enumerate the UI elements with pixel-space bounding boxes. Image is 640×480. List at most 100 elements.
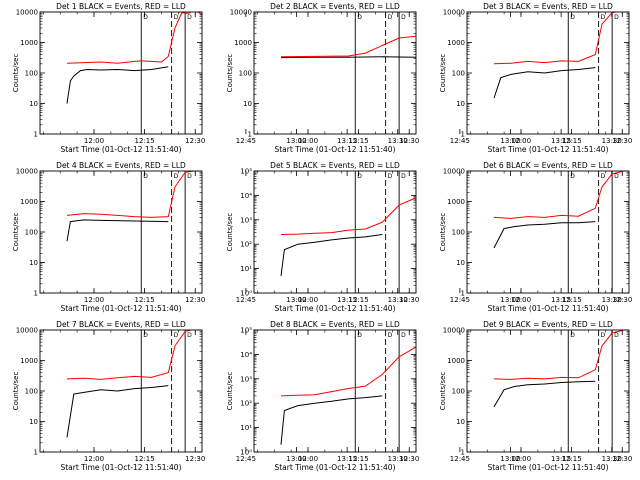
y-tick-label: 1000 bbox=[447, 198, 465, 206]
x-tick-label: 13:15 bbox=[337, 137, 357, 145]
series-events bbox=[493, 221, 596, 249]
panel-title: Det 1 BLACK = Events, RED = LLD bbox=[56, 2, 186, 11]
x-tick-label: 12:45 bbox=[450, 296, 470, 304]
panel-det-9: Det 9 BLACK = Events, RED = LLD 1 10 100 100… bbox=[439, 320, 632, 472]
x-tick-label: 12:15 bbox=[135, 296, 155, 304]
y-tick-label: 1000 bbox=[234, 39, 252, 47]
y-axis-label: Counts/sec bbox=[12, 54, 20, 93]
plot-frame bbox=[466, 11, 630, 135]
y-tick-label: 10000 bbox=[230, 9, 252, 17]
x-tick-label: 13:30 bbox=[388, 296, 408, 304]
y-tick-label: 10000 bbox=[443, 168, 465, 176]
x-tick-label: 12:15 bbox=[135, 137, 155, 145]
plot-frame bbox=[466, 329, 630, 453]
series-events bbox=[493, 380, 596, 408]
x-tick-label: 12:15 bbox=[349, 137, 369, 145]
marker-flag-label: D bbox=[357, 332, 362, 339]
panel-title: Det 4 BLACK = Events, RED = LLD bbox=[56, 161, 186, 170]
y-tick-label: 10 bbox=[456, 259, 465, 267]
x-tick-label: 13:30 bbox=[602, 137, 622, 145]
y-tick-label: 10000 bbox=[16, 327, 38, 335]
marker-flag-label: D bbox=[570, 14, 575, 21]
y-axis-label: Counts/sec bbox=[12, 372, 20, 411]
y-tick-label: 100 bbox=[239, 70, 252, 78]
marker-flag-label: D bbox=[143, 332, 148, 339]
y-tick-label: 1 bbox=[248, 131, 252, 139]
y-tick-label: 1000 bbox=[20, 198, 38, 206]
marker-flag-label: D bbox=[570, 173, 575, 180]
y-tick-label: 10⁴ bbox=[240, 192, 252, 200]
x-tick-label: 12:45 bbox=[236, 455, 256, 463]
x-axis-label: Start Time (01-Oct-12 11:51:40) bbox=[487, 304, 608, 313]
panel-title: Det 8 BLACK = Events, RED = LLD bbox=[270, 320, 400, 329]
x-axis-label: Start Time (01-Oct-12 11:51:40) bbox=[487, 145, 608, 154]
y-tick-label: 10 bbox=[29, 418, 38, 426]
series-lld bbox=[66, 171, 198, 218]
x-tick-label: 12:30 bbox=[399, 455, 419, 463]
marker-flag-label: D bbox=[401, 14, 406, 21]
y-tick-label: 10¹ bbox=[240, 424, 252, 432]
y-tick-label: 1 bbox=[34, 449, 38, 457]
x-tick-label: 12:15 bbox=[349, 296, 369, 304]
y-tick-label: 10 bbox=[243, 100, 252, 108]
x-tick-label: 12:00 bbox=[84, 296, 104, 304]
marker-flag-label: D bbox=[143, 173, 148, 180]
panel-det-3: Det 3 BLACK = Events, RED = LLD 1 10 100 100… bbox=[439, 2, 632, 154]
x-tick-label: 12:30 bbox=[612, 455, 632, 463]
series-lld bbox=[280, 346, 416, 397]
y-tick-label: 10³ bbox=[240, 216, 252, 224]
y-tick-label: 10 bbox=[29, 100, 38, 108]
y-tick-label: 1000 bbox=[447, 357, 465, 365]
marker-flag-label: D bbox=[388, 173, 393, 180]
x-tick-label: 13:15 bbox=[551, 296, 571, 304]
panel-title: Det 6 BLACK = Events, RED = LLD bbox=[483, 161, 613, 170]
marker-flag-label: D bbox=[601, 173, 606, 180]
x-tick-label: 13:30 bbox=[388, 137, 408, 145]
x-tick-label: 12:45 bbox=[450, 455, 470, 463]
x-tick-label: 12:00 bbox=[511, 296, 531, 304]
plot-frame bbox=[253, 170, 417, 294]
marker-flag-label: D bbox=[401, 173, 406, 180]
panel-title: Det 7 BLACK = Events, RED = LLD bbox=[56, 320, 186, 329]
y-tick-label: 100 bbox=[25, 70, 38, 78]
plot-frame bbox=[39, 170, 203, 294]
series-events bbox=[493, 67, 596, 99]
panel-title: Det 2 BLACK = Events, RED = LLD bbox=[270, 2, 400, 11]
y-tick-label: 10 bbox=[29, 259, 38, 267]
marker-flag-label: D bbox=[614, 14, 619, 21]
marker-flag-label: D bbox=[357, 173, 362, 180]
x-tick-label: 13:15 bbox=[337, 296, 357, 304]
plot-frame bbox=[253, 11, 417, 135]
x-axis-label: Start Time (01-Oct-12 11:51:40) bbox=[274, 145, 395, 154]
x-axis-label: Start Time (01-Oct-12 11:51:40) bbox=[274, 304, 395, 313]
marker-flag-label: D bbox=[187, 14, 192, 21]
x-tick-label: 12:30 bbox=[185, 296, 205, 304]
marker-flag-label: D bbox=[614, 173, 619, 180]
x-tick-label: 12:45 bbox=[236, 296, 256, 304]
x-tick-label: 13:00 bbox=[286, 455, 306, 463]
y-tick-label: 1000 bbox=[20, 357, 38, 365]
y-tick-label: 100 bbox=[452, 388, 465, 396]
marker-flag-label: D bbox=[601, 332, 606, 339]
y-axis-label: Counts/sec bbox=[226, 213, 234, 252]
marker-flag-label: D bbox=[601, 14, 606, 21]
x-tick-label: 12:30 bbox=[612, 296, 632, 304]
series-lld bbox=[493, 171, 626, 219]
y-tick-label: 1 bbox=[34, 131, 38, 139]
panel-det-7: Det 7 BLACK = Events, RED = LLD 1 10 100 100… bbox=[12, 320, 408, 472]
x-tick-label: 12:15 bbox=[135, 455, 155, 463]
marker-flag-label: D bbox=[174, 173, 179, 180]
panel-det-5: Det 5 BLACK = Events, RED = LLD 10⁰ 10¹ 10²… bbox=[226, 161, 622, 313]
y-tick-label: 100 bbox=[25, 229, 38, 237]
panel-det-4: Det 4 BLACK = Events, RED = LLD 1 10 100 100… bbox=[12, 161, 408, 313]
x-tick-label: 12:30 bbox=[185, 137, 205, 145]
panel-title: Det 5 BLACK = Events, RED = LLD bbox=[270, 161, 400, 170]
x-axis-label: Start Time (01-Oct-12 11:51:40) bbox=[60, 145, 181, 154]
y-tick-label: 1000 bbox=[447, 39, 465, 47]
marker-flag-label: D bbox=[388, 14, 393, 21]
y-tick-label: 1 bbox=[34, 290, 38, 298]
y-tick-label: 10000 bbox=[16, 9, 38, 17]
y-axis-label: Counts/sec bbox=[12, 213, 20, 252]
x-tick-label: 12:30 bbox=[399, 137, 419, 145]
plot-frame bbox=[39, 329, 203, 453]
